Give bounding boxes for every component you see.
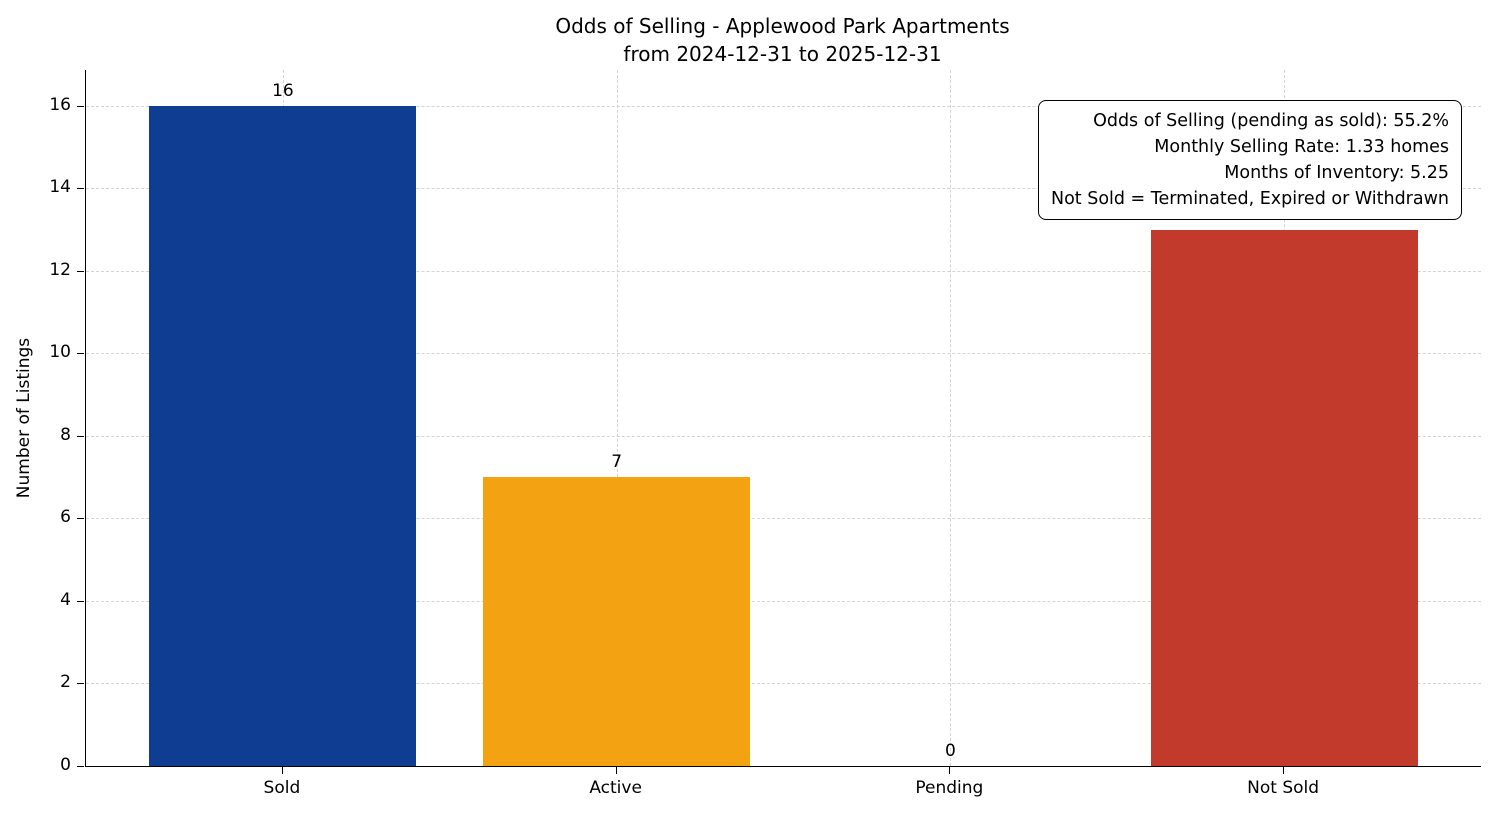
y-tick-mark [77, 683, 84, 685]
x-tick-label: Sold [263, 778, 301, 798]
x-tick-label: Not Sold [1247, 778, 1320, 798]
y-axis-label: Number of Listings [14, 337, 34, 499]
chart-title: Odds of Selling - Applewood Park Apartme… [555, 14, 1010, 66]
x-tick-mark [949, 767, 951, 774]
annotation-line-notsold-def: Not Sold = Terminated, Expired or Withdr… [1050, 189, 1449, 209]
y-tick-label: 12 [49, 259, 71, 280]
annotation-line-rate: Monthly Selling Rate: 1.33 homes [1154, 137, 1449, 157]
y-gridline [86, 683, 1481, 685]
y-tick-label: 0 [60, 755, 71, 775]
y-gridline [86, 270, 1481, 272]
y-tick-mark [77, 353, 84, 355]
bar-value-label: 7 [611, 452, 623, 473]
annotation-line-odds: Odds of Selling (pending as sold): 55.2% [1093, 111, 1449, 131]
bar-sold [149, 105, 417, 766]
plot-area: 167013 [85, 70, 1481, 767]
x-tick-mark [1283, 767, 1285, 774]
x-tick-label: Pending [915, 778, 984, 798]
y-tick-mark [77, 105, 84, 107]
y-tick-mark [77, 600, 84, 602]
x-gridline [616, 70, 618, 766]
x-gridline [950, 70, 952, 766]
y-gridline [86, 435, 1481, 437]
annotation-box: Odds of Selling (pending as sold): 55.2%… [1037, 100, 1462, 220]
annotation-line-inventory: Months of Inventory: 5.25 [1224, 163, 1449, 183]
y-tick-label: 10 [49, 342, 71, 363]
y-tick-label: 16 [49, 94, 71, 115]
y-tick-mark [77, 518, 84, 520]
y-tick-mark [77, 270, 84, 272]
bar-value-label: 16 [272, 80, 294, 101]
y-gridline [86, 105, 1481, 107]
y-tick-mark [77, 188, 84, 190]
y-tick-label: 6 [60, 507, 71, 528]
y-tick-mark [77, 766, 84, 767]
x-tick-mark [615, 767, 617, 774]
y-tick-label: 8 [60, 424, 71, 445]
y-gridline [86, 353, 1481, 355]
y-gridline [86, 518, 1481, 520]
y-tick-label: 2 [60, 672, 71, 693]
y-gridline [86, 600, 1481, 602]
bar-value-label: 0 [944, 741, 956, 761]
y-tick-label: 4 [60, 589, 71, 610]
y-tick-mark [77, 435, 84, 437]
x-tick-mark [281, 767, 283, 774]
bar-not-sold [1150, 229, 1418, 766]
y-gridline [86, 188, 1481, 190]
x-tick-label: Active [589, 778, 642, 798]
bar-active [483, 477, 751, 766]
y-tick-label: 14 [49, 177, 71, 198]
